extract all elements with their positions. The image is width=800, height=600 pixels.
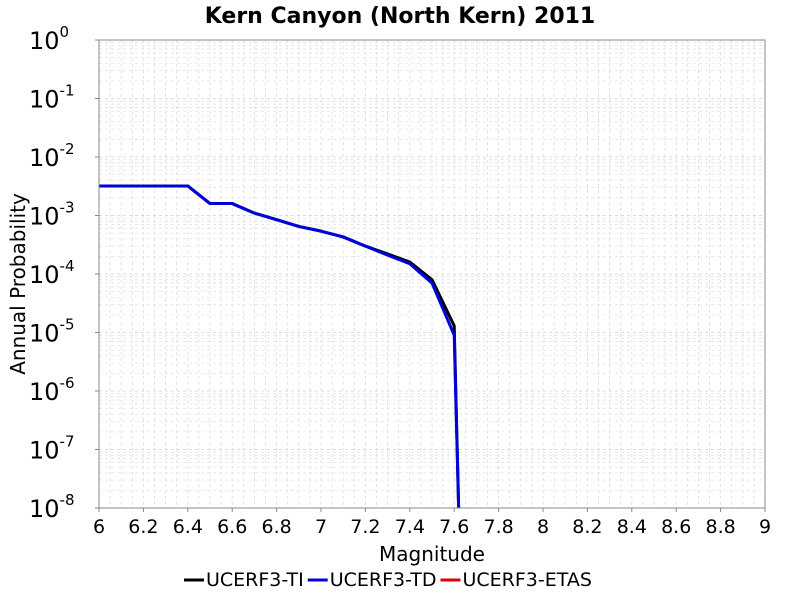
series-line-ucerf3-td [99,184,461,509]
y-tick-label: 10-5 [29,316,75,348]
x-tick-label: 6.4 [173,516,203,538]
x-axis-label: Magnitude [379,542,485,566]
y-tick-label: 10-8 [29,491,75,523]
x-tick-label: 7.4 [395,516,425,538]
x-tick-label: 6.8 [261,516,291,538]
x-tick-label: 8.6 [661,516,691,538]
legend: UCERF3-TI UCERF3-TD UCERF3-ETAS [184,569,592,591]
x-tick-label: 6 [93,516,105,538]
x-tick-label: 7.2 [350,516,380,538]
y-tick-label: 10-7 [29,433,75,465]
x-axis: 6 6.2 6.4 6.6 6.8 7 7.2 7.4 7.6 7.8 8 8.2 8.4 8.6 8.8 9 [93,508,771,538]
y-tick-label: 10-2 [29,140,75,172]
x-tick-label: 8 [537,516,549,538]
y-tick-label: 10-4 [29,257,75,289]
y-tick-label: 10-1 [29,82,75,114]
y-axis-label: Annual Probability [6,193,30,375]
x-tick-label: 6.2 [128,516,158,538]
chart-title: Kern Canyon (North Kern) 2011 [205,4,596,29]
legend-label: UCERF3-ETAS [462,569,591,591]
x-tick-label: 7.6 [439,516,469,538]
series-line-ucerf3-ti [99,184,461,509]
series-lines [99,184,461,509]
x-tick-label: 6.6 [217,516,247,538]
legend-label: UCERF3-TD [330,569,437,591]
legend-label: UCERF3-TI [206,569,304,591]
x-tick-label: 8.2 [572,516,602,538]
y-tick-label: 10-3 [29,199,75,231]
y-axis: 10-8 10-7 10-6 10-5 10-4 10-3 10-2 10-1 100 [29,23,99,523]
x-tick-label: 7 [315,516,327,538]
y-tick-label: 100 [29,23,69,55]
grid [98,40,766,509]
x-tick-label: 7.8 [483,516,513,538]
x-tick-label: 8.4 [617,516,647,538]
x-tick-label: 8.8 [705,516,735,538]
x-tick-label: 9 [759,516,771,538]
y-tick-label: 10-6 [29,374,75,406]
